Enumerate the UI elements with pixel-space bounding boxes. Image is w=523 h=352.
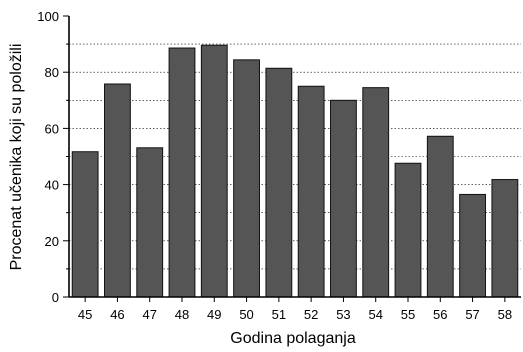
x-tick-label: 48 [175,307,189,322]
x-tick-label: 58 [498,307,512,322]
x-tick-label: 45 [78,307,92,322]
bar-47 [136,147,164,298]
x-tick-label: 52 [304,307,318,322]
x-tick-label: 46 [110,307,124,322]
x-axis-title: Godina polaganja [230,330,356,347]
y-tick-label: 60 [45,121,59,136]
bar-54 [362,87,390,298]
bar-48 [168,47,196,298]
y-tick-label: 100 [37,9,59,24]
x-tick-label: 51 [272,307,286,322]
x-tick-label: 49 [207,307,221,322]
x-tick-label: 57 [465,307,479,322]
y-axis-title: Procenat učenika koji su položili [8,44,25,271]
x-tick-labels: 45 46 47 48 49 50 51 52 53 54 55 56 57 58 [78,297,512,322]
x-tick-label: 56 [433,307,447,322]
bar-45 [71,151,99,298]
y-tick-label: 20 [45,234,59,249]
bar-53 [330,99,357,298]
y-tick-label: 0 [52,290,59,305]
y-tick-label: 80 [45,65,59,80]
bar-49 [200,44,228,298]
bar-52 [297,85,325,298]
x-tick-label: 47 [142,307,156,322]
bar-50 [233,59,260,298]
bar-56 [426,135,454,298]
bar-51 [265,67,293,298]
y-tick-labels: 0 20 40 60 80 100 [37,9,69,305]
x-tick-label: 54 [368,307,382,322]
x-tick-label: 53 [336,307,350,322]
bar-55 [394,162,422,298]
bar-46 [104,83,131,298]
bar-57 [459,193,486,298]
x-tick-label: 50 [239,307,253,322]
y-tick-label: 40 [45,178,59,193]
bars [71,44,519,298]
bar-58 [491,179,519,298]
x-tick-label: 55 [401,307,415,322]
